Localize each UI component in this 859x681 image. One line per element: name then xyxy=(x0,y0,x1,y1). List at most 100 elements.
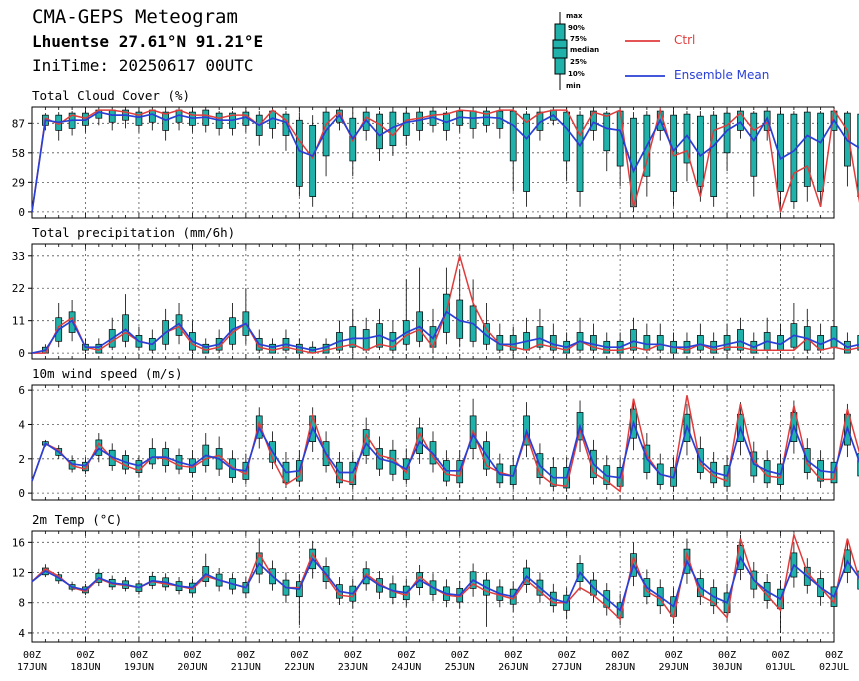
box xyxy=(309,124,317,197)
box xyxy=(576,114,584,192)
ctrl-line xyxy=(31,107,859,213)
y-tick-label: 33 xyxy=(12,250,25,263)
y-tick-label: 58 xyxy=(12,147,25,160)
init-time-label: IniTime: 20250617 00UTC xyxy=(32,56,254,75)
box xyxy=(349,326,357,348)
box xyxy=(803,111,811,187)
box xyxy=(710,114,718,197)
x-date-label: 18JUN xyxy=(70,662,100,673)
x-hour-label: 00Z xyxy=(504,650,522,661)
y-tick-label: 0 xyxy=(18,487,25,500)
y-tick-label: 8 xyxy=(18,597,25,610)
legend-max-label: max xyxy=(566,12,583,20)
panel-title: 10m wind speed (m/s) xyxy=(32,366,183,381)
x-date-label: 29JUN xyxy=(659,662,689,673)
y-tick-label: 16 xyxy=(12,536,25,549)
legend-p10-label: 10% xyxy=(568,70,585,78)
box xyxy=(777,113,784,192)
box xyxy=(509,110,517,162)
x-hour-label: 00Z xyxy=(397,650,415,661)
x-hour-label: 00Z xyxy=(23,650,41,661)
box xyxy=(630,329,637,351)
box xyxy=(643,335,651,351)
ctrl-line xyxy=(32,252,859,354)
y-tick-label: 4 xyxy=(18,627,25,640)
box xyxy=(483,323,490,345)
box xyxy=(830,326,838,348)
meteogram-title: CMA-GEPS Meteogram xyxy=(32,6,238,28)
y-tick-label: 29 xyxy=(12,176,25,189)
box xyxy=(402,112,410,136)
panel-3: 4 8 12 16 2m Temp (°C) xyxy=(12,512,859,643)
y-tick-label: 6 xyxy=(18,384,25,397)
box xyxy=(590,110,597,131)
x-date-label: 24JUN xyxy=(391,662,421,673)
x-hour-label: 00Z xyxy=(237,650,255,661)
box xyxy=(857,335,859,351)
x-hour-label: 00Z xyxy=(718,650,736,661)
legend-p75-label: 75% xyxy=(570,35,587,43)
box xyxy=(563,111,571,162)
box xyxy=(148,109,156,123)
y-tick-label: 22 xyxy=(12,282,25,295)
box xyxy=(322,111,330,157)
y-tick-label: 4 xyxy=(18,418,25,431)
x-date-label: 20JUN xyxy=(177,662,207,673)
legend-mean-label: Ensemble Mean xyxy=(674,68,770,82)
panel-1: 0 11 22 33 Total precipitation (mm/6h) xyxy=(12,225,859,360)
box xyxy=(122,314,129,342)
x-date-label: 19JUN xyxy=(124,662,154,673)
box xyxy=(135,111,143,126)
x-date-label: 02JUL xyxy=(819,662,849,673)
box xyxy=(857,453,859,477)
x-hour-label: 00Z xyxy=(665,650,683,661)
x-date-label: 23JUN xyxy=(338,662,368,673)
box xyxy=(295,343,303,354)
legend-p90-label: 90% xyxy=(568,24,585,32)
x-date-label: 17JUN xyxy=(17,662,47,673)
ctrl-line xyxy=(31,395,859,493)
box xyxy=(148,448,156,465)
x-hour-label: 00Z xyxy=(558,650,576,661)
box xyxy=(269,343,276,354)
box xyxy=(108,109,116,123)
box xyxy=(603,112,611,152)
ensemble-mean-line xyxy=(31,310,859,354)
ensemble-mean-line xyxy=(31,111,859,213)
legend-ctrl-label: Ctrl xyxy=(674,33,696,47)
box xyxy=(696,335,704,351)
box xyxy=(857,570,859,590)
legend-p25-label: 25% xyxy=(570,58,587,66)
legend-median-label: median xyxy=(570,46,600,54)
box xyxy=(376,113,383,150)
box xyxy=(295,119,303,187)
y-tick-label: 2 xyxy=(18,453,25,466)
x-hour-label: 00Z xyxy=(290,650,308,661)
x-date-label: 28JUN xyxy=(605,662,635,673)
box xyxy=(362,329,370,351)
legend-boxplot-icon xyxy=(552,12,665,90)
y-tick-label: 0 xyxy=(18,206,25,219)
panel-title: 2m Temp (°C) xyxy=(32,512,122,527)
ensemble-mean-line xyxy=(31,419,859,482)
legend: max 90% 75% median 25% 10% min Ctrl Ense… xyxy=(540,6,840,98)
x-hour-label: 00Z xyxy=(183,650,201,661)
x-date-label: 21JUN xyxy=(231,662,261,673)
panel-title: Total precipitation (mm/6h) xyxy=(32,225,235,240)
box xyxy=(656,335,664,351)
x-date-label: 01JUL xyxy=(765,662,795,673)
y-tick-label: 87 xyxy=(12,117,25,130)
location-label: Lhuentse 27.61°N 91.21°E xyxy=(32,32,264,51)
meteogram-chart: 0 29 58 87 Total Cloud Cover (%) 0 11 22 33 Total… xyxy=(12,88,859,673)
panel-0: 0 29 58 87 Total Cloud Cover (%) xyxy=(12,88,859,219)
x-hour-label: 00Z xyxy=(344,650,362,661)
x-hour-label: 00Z xyxy=(76,650,94,661)
x-date-label: 27JUN xyxy=(552,662,582,673)
box xyxy=(162,111,170,131)
y-tick-label: 11 xyxy=(12,315,25,328)
x-hour-label: 00Z xyxy=(130,650,148,661)
panel-title: Total Cloud Cover (%) xyxy=(32,88,190,103)
box xyxy=(737,329,744,351)
legend-min-label: min xyxy=(566,82,581,90)
x-date-label: 22JUN xyxy=(284,662,314,673)
